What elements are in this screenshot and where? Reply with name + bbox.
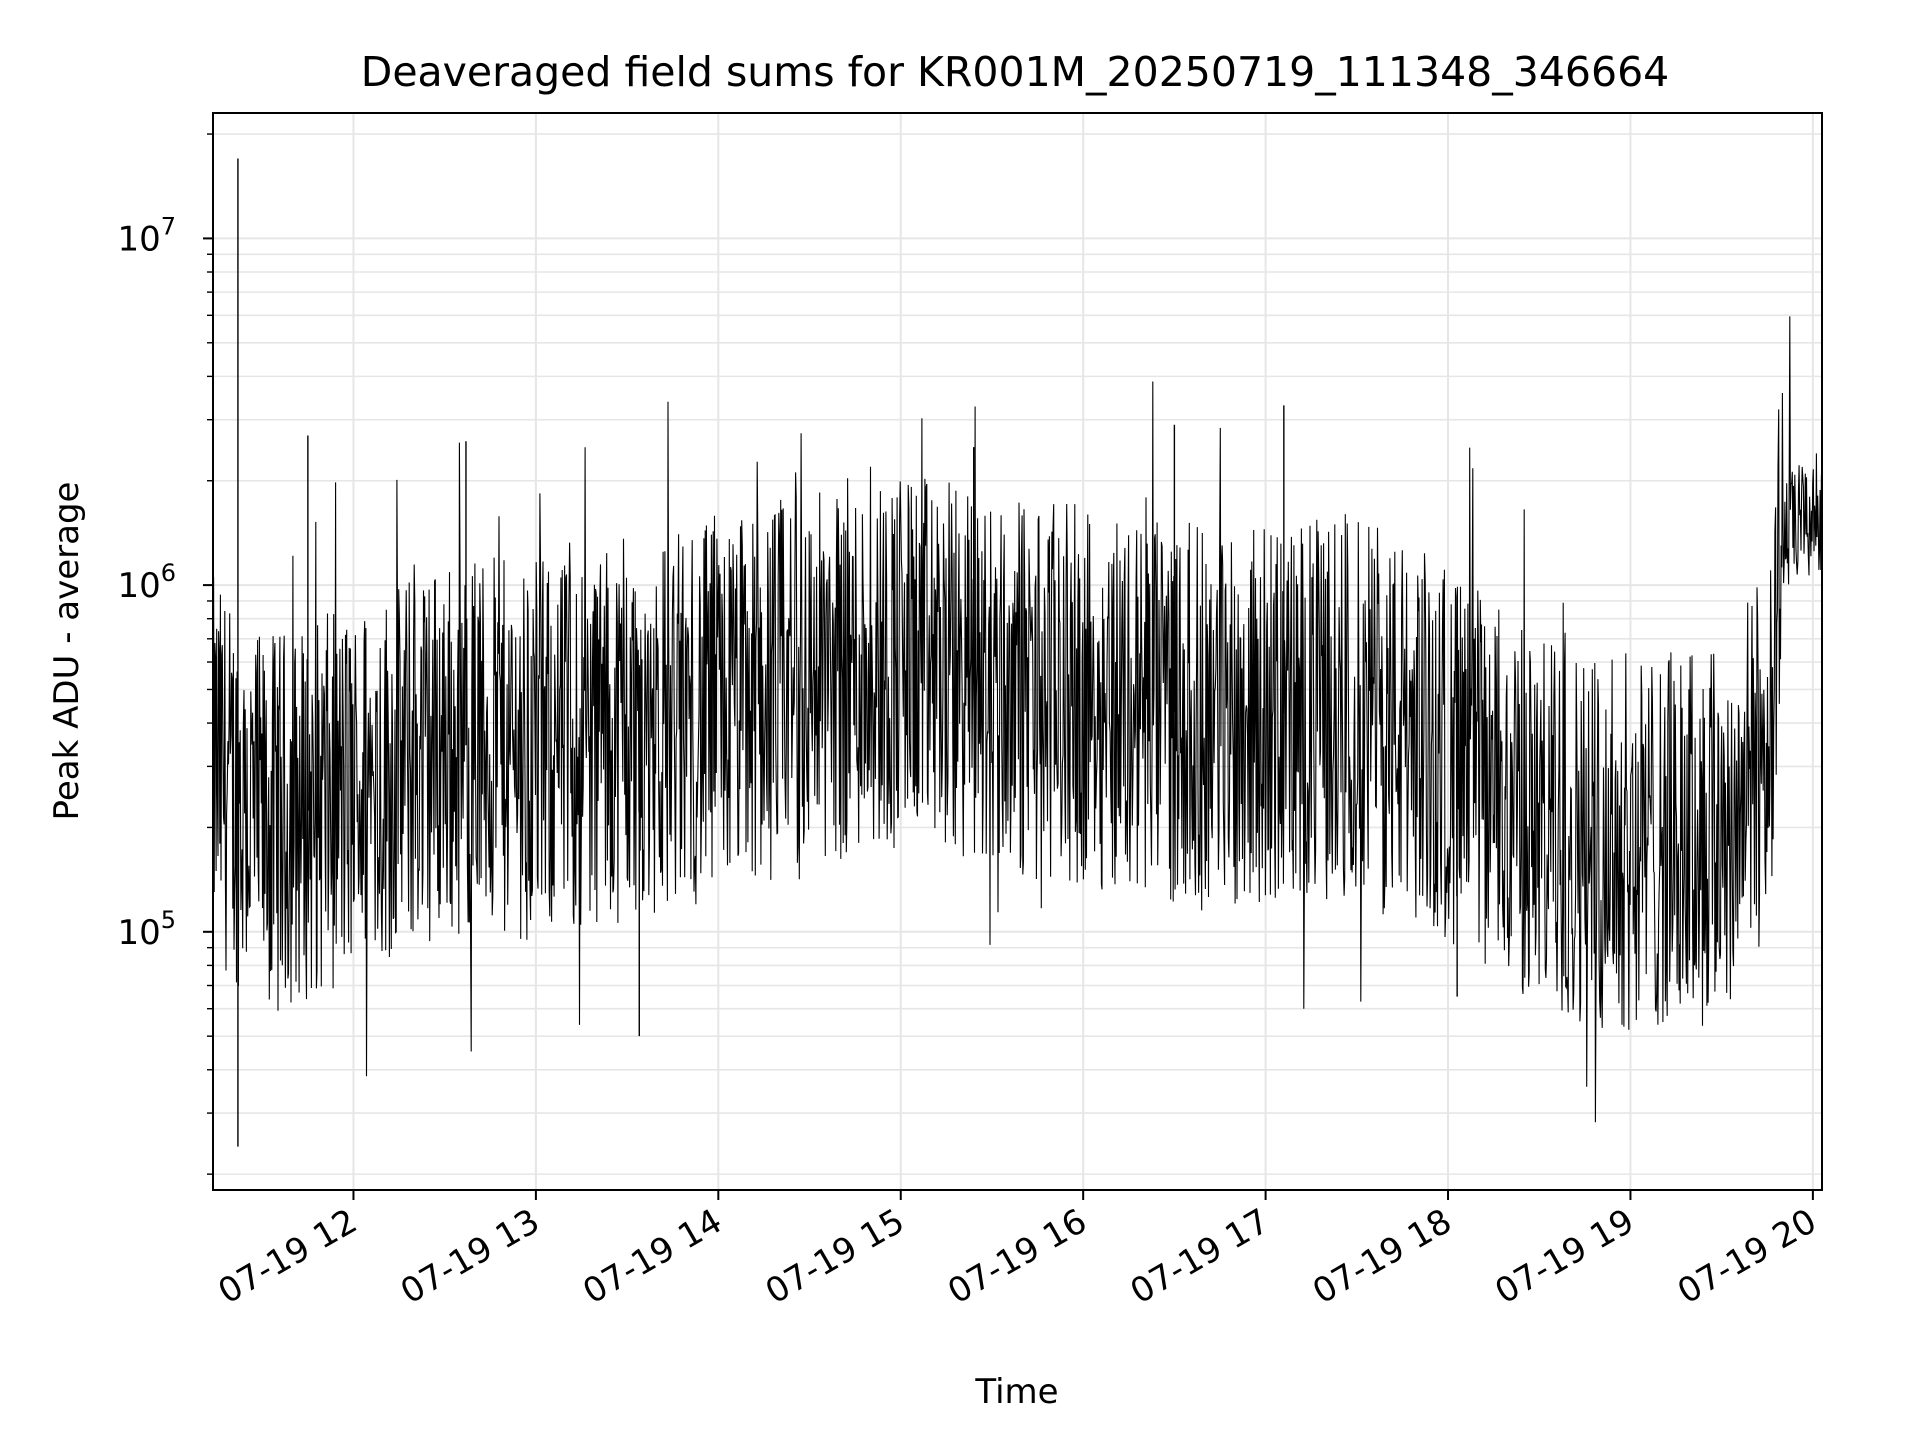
- x-tick-label: 07-19 15: [759, 1201, 911, 1312]
- y-axis: 105 106 107: [117, 133, 213, 1175]
- x-tick-label: 07-19 14: [576, 1201, 728, 1312]
- x-tick-label: 07-19 17: [1124, 1201, 1276, 1312]
- x-tick-label: 07-19 12: [212, 1201, 364, 1312]
- y-tick-label: 106: [117, 559, 176, 606]
- x-axis: 07-19 12 07-19 13 07-19 14 07-19 15 07-19 16…: [212, 1190, 1823, 1312]
- series-line: [212, 316, 1823, 1123]
- x-tick-label: 07-19 13: [394, 1201, 546, 1312]
- x-tick-label: 07-19 18: [1306, 1201, 1458, 1312]
- chart-title: Deaveraged field sums for KR001M_2025071…: [361, 48, 1670, 96]
- x-axis-label: Time: [974, 1372, 1058, 1412]
- x-tick-label: 07-19 20: [1671, 1201, 1823, 1312]
- y-axis-label: Peak ADU - average: [47, 482, 87, 821]
- y-tick-label: 107: [117, 212, 176, 259]
- plot-frame: [212, 112, 1823, 1191]
- x-tick-label: 07-19 19: [1489, 1201, 1641, 1312]
- series: [212, 158, 1823, 1147]
- y-tick-label: 105: [117, 906, 176, 953]
- x-tick-label: 07-19 16: [941, 1201, 1093, 1312]
